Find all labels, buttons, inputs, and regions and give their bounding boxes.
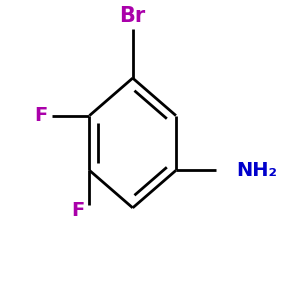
Text: F: F (34, 106, 47, 125)
Text: Br: Br (120, 6, 146, 26)
Text: F: F (71, 201, 85, 220)
Text: NH₂: NH₂ (236, 161, 278, 180)
